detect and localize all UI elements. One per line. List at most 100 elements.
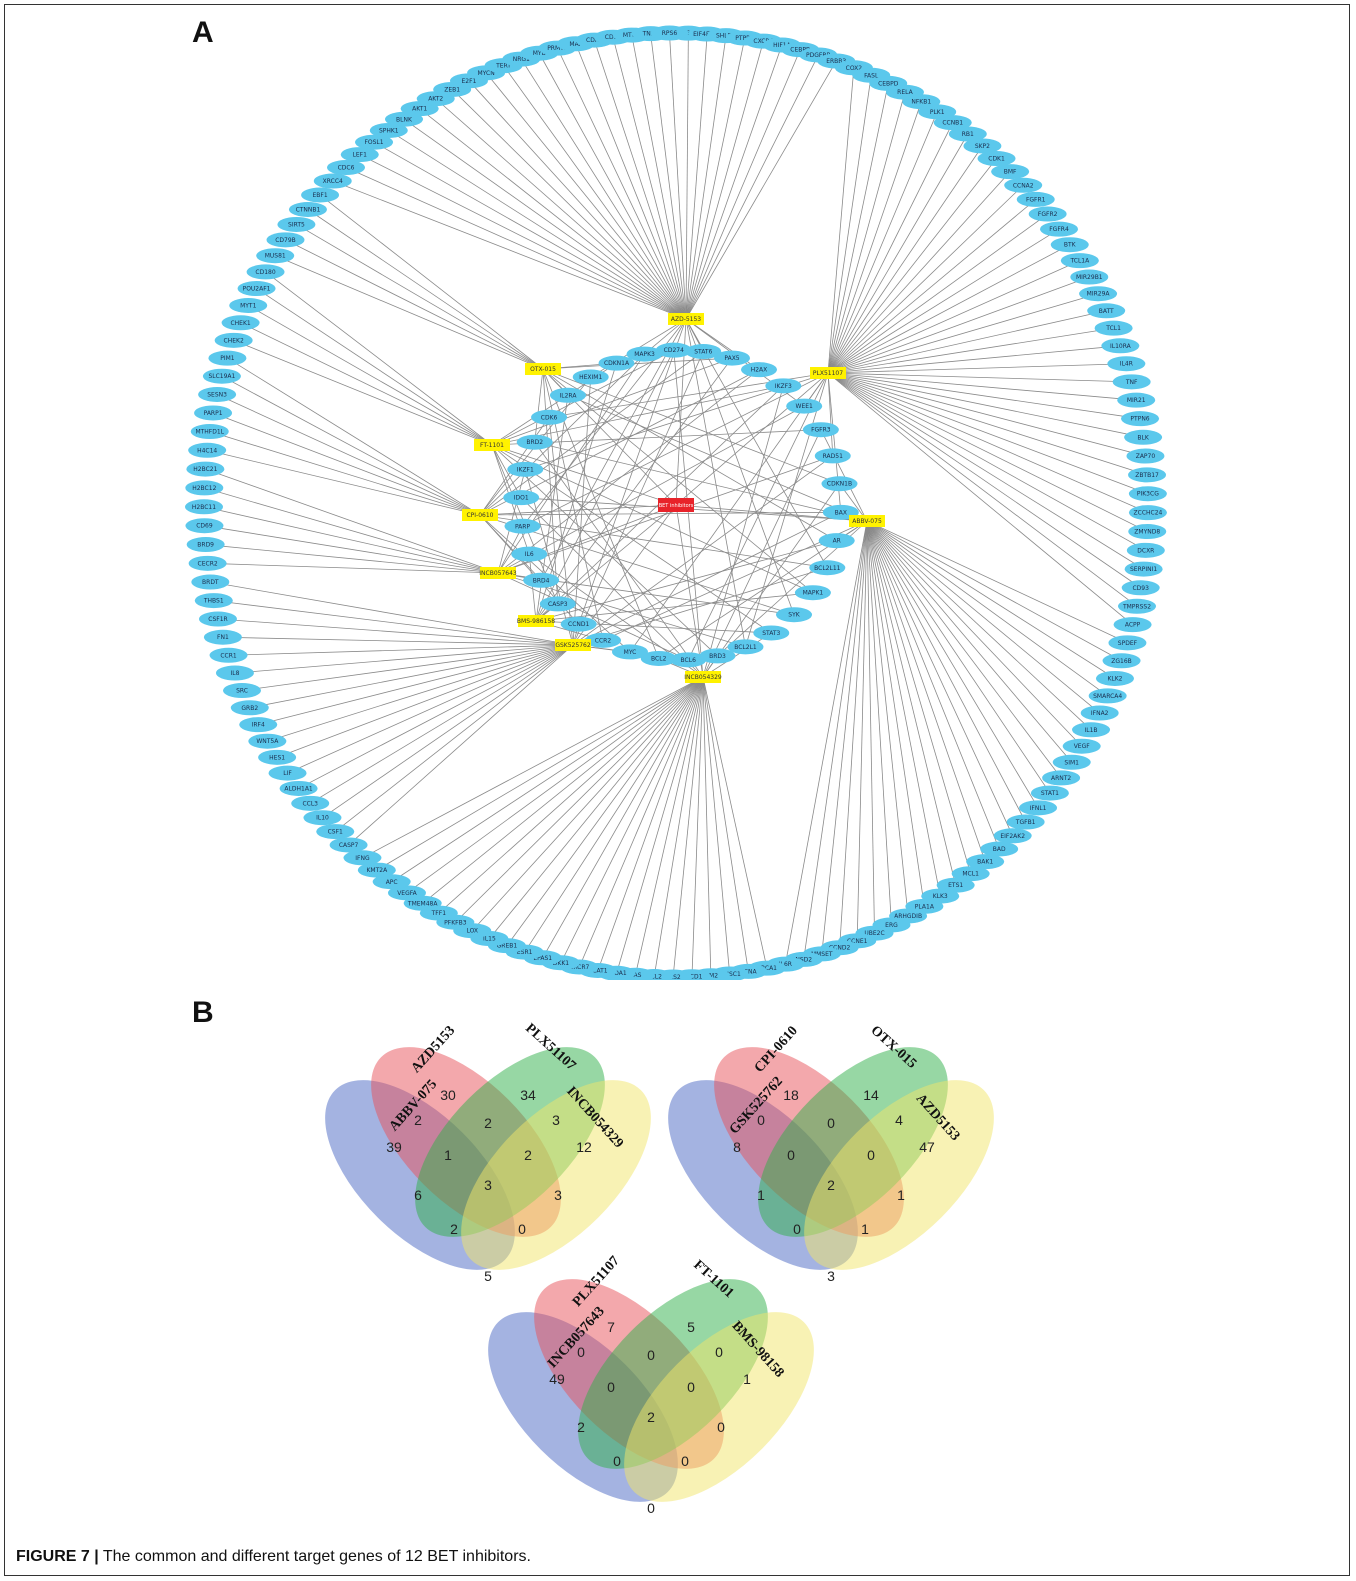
gene-label: THBS1 [203, 598, 224, 605]
edge [534, 442, 704, 678]
gene-node: BMF [991, 164, 1030, 180]
edge [616, 676, 704, 974]
edge [322, 644, 574, 819]
gene-label: PARP [515, 523, 531, 530]
edge [210, 581, 574, 646]
edge [827, 372, 1148, 532]
gene-label: CXCR4 [753, 38, 773, 45]
venn-count-ad: 3 [827, 1268, 835, 1284]
venn-count-b: 7 [607, 1319, 615, 1335]
venn-count-acd: 0 [793, 1221, 801, 1237]
gene-node: HES1 [258, 749, 297, 765]
edge [528, 554, 537, 622]
drug-label: PLX51107 [813, 370, 843, 377]
edge [866, 520, 875, 934]
edge [234, 644, 574, 674]
gene-node: MTHFD1L [190, 424, 229, 440]
edge [572, 511, 841, 646]
edge [675, 504, 704, 678]
gene-label: DCXR [1137, 547, 1154, 554]
edge [287, 644, 574, 774]
gene-label: STAT3 [762, 630, 780, 637]
edge [362, 676, 704, 859]
gene-node: CD69 [185, 518, 224, 534]
edge [258, 644, 574, 726]
edge [612, 37, 687, 320]
gene-label: PTPRC [735, 35, 754, 42]
gene-label: H2BC21 [193, 466, 217, 473]
gene-label: IL6R [779, 961, 792, 968]
edge [217, 618, 574, 646]
venn-count-ab: 0 [757, 1112, 765, 1128]
gene-node: CCNB1 [933, 115, 972, 131]
gene-label: SKP2 [975, 143, 990, 150]
gene-node: THBS1 [194, 593, 233, 609]
gene-node: WEE1 [786, 398, 823, 414]
gene-label: BRD2 [526, 439, 543, 446]
edge [673, 350, 704, 678]
gene-label: MTOR [623, 32, 641, 39]
gene-label: ALDH1A1 [284, 785, 313, 792]
gene-node: BRDT [191, 574, 230, 590]
edge [205, 468, 499, 574]
edge [821, 520, 868, 954]
gene-node: EIF2AK2 [993, 828, 1032, 844]
edge [650, 33, 687, 320]
gene-label: GREB1 [497, 943, 518, 950]
edge [359, 154, 687, 320]
gene-node: CCND1 [560, 616, 597, 632]
gene-node: APC [372, 874, 411, 890]
edge [685, 54, 819, 320]
edge [685, 41, 764, 320]
gene-node: ARNT2 [1042, 770, 1081, 786]
edge [827, 199, 1036, 374]
edge [702, 385, 784, 678]
gene-node: SERPINI1 [1124, 561, 1163, 577]
edge [685, 44, 783, 320]
gene-label: MYCN [478, 70, 495, 77]
gene-node: IDO1 [503, 490, 540, 506]
gene-label: FASL [864, 72, 879, 79]
gene-label: FN1 [217, 634, 229, 641]
edge [866, 520, 1039, 809]
edge [491, 357, 733, 446]
edge [227, 357, 481, 516]
edge [497, 369, 760, 574]
venn-count-cd: 0 [715, 1344, 723, 1360]
edge [256, 288, 493, 446]
gene-label: STAT6 [694, 349, 712, 356]
venn-count-ab: 2 [414, 1112, 422, 1128]
gene-label: IKZF1 [517, 466, 534, 473]
gene-label: BCL2L1 [734, 644, 757, 651]
gene-node: IL8 [215, 665, 254, 681]
edge [535, 357, 733, 622]
edge [827, 372, 1149, 495]
venn-count-cd: 4 [895, 1112, 903, 1128]
gene-label: RELA [897, 89, 913, 96]
edge [702, 483, 840, 678]
edge [827, 145, 983, 374]
gene-label: ARNT2 [1051, 775, 1071, 782]
edge [866, 520, 1116, 679]
gene-label: APOA1 [606, 970, 626, 977]
gene-node: CDKN1B [821, 476, 858, 492]
gene-label: MIR29A [1087, 291, 1111, 298]
edge [535, 592, 813, 622]
edge [497, 526, 523, 574]
venn-count-abd: 0 [518, 1221, 526, 1237]
edge [593, 39, 687, 320]
gene-label: MIR21 [1127, 397, 1146, 404]
gene-node: ZMYND8 [1128, 524, 1167, 540]
gene-node: CTNNB1 [288, 201, 327, 217]
gene-node: PARP1 [194, 405, 233, 421]
gene-node: CHEK1 [221, 315, 260, 331]
gene-node: PIM1 [208, 350, 247, 366]
gene-label: MYT1 [240, 303, 257, 310]
venn-set-d [461, 1080, 651, 1270]
edge [241, 644, 574, 691]
edge [524, 676, 704, 953]
venn-count-bcd: 0 [687, 1379, 695, 1395]
gene-label: AKT1 [412, 106, 427, 113]
edge [866, 520, 1027, 823]
